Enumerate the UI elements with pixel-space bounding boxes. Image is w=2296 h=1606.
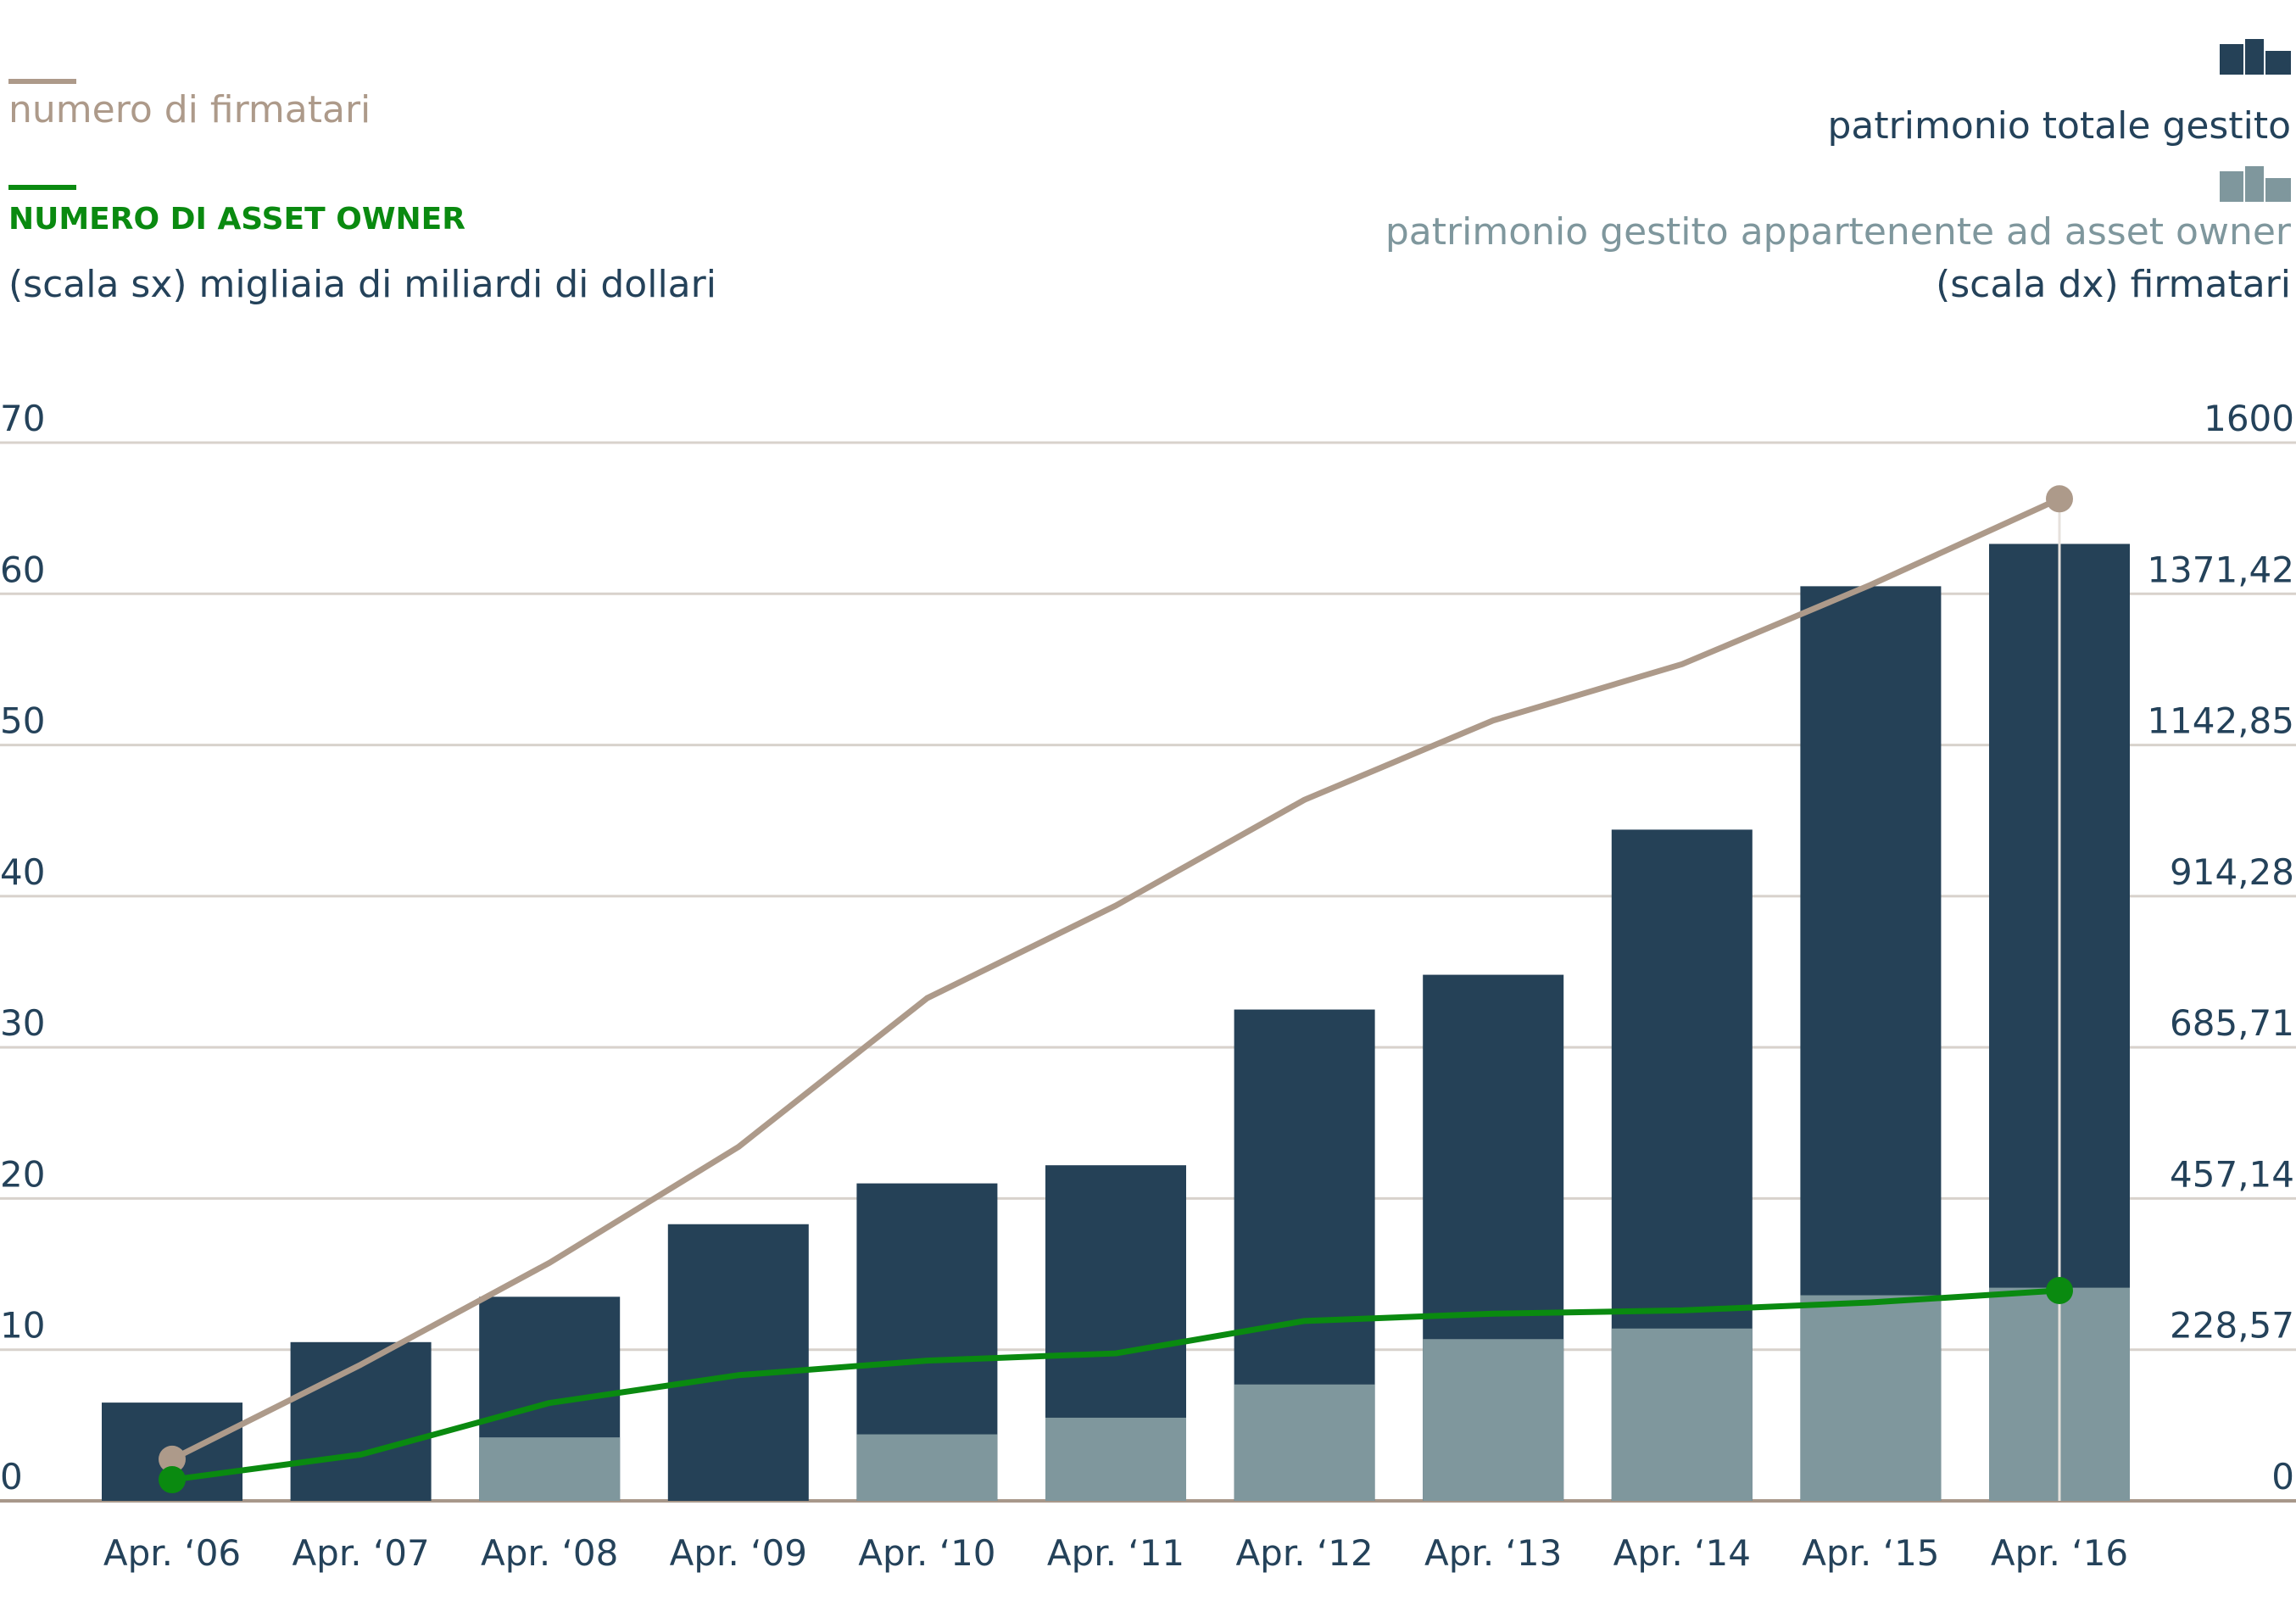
left-axis-label: (scala sx) migliaia di miliardi di dolla…	[8, 263, 716, 306]
right-axis-label: (scala dx) firmatari	[1936, 263, 2291, 306]
y-left-tick-label: 20	[0, 1153, 45, 1195]
legend-swatch-total	[2220, 39, 2291, 75]
x-tick-label: Apr. ‘16	[1991, 1532, 2128, 1574]
bar-asset-owner	[856, 1434, 998, 1501]
bar-asset-owner	[1234, 1384, 1375, 1501]
x-tick-label: Apr. ‘11	[1047, 1532, 1184, 1574]
bar-total	[667, 1224, 809, 1501]
legend-label-total: patrimonio totale gestito	[1828, 104, 2292, 148]
y-left-tick-label: 10	[0, 1305, 45, 1347]
x-tick-label: Apr. ‘07	[292, 1532, 429, 1574]
bars	[102, 544, 2130, 1502]
legend-swatch-firmatari	[8, 79, 76, 84]
y-right-tick-label: 1600	[2204, 398, 2294, 439]
x-tick-label: Apr. ‘13	[1424, 1532, 1562, 1574]
legend-label-firmatari: numero di firmatari	[8, 88, 371, 131]
point-firmatari	[159, 1445, 186, 1473]
y-left-tick-label: 60	[0, 549, 45, 590]
bar-asset-owner	[1045, 1417, 1186, 1501]
bar-asset-owner	[479, 1437, 621, 1501]
y-right-tick-label: 685,71	[2170, 1002, 2294, 1044]
x-tick-label: Apr. ‘08	[481, 1532, 618, 1574]
y-right-tick-label: 0	[2271, 1456, 2294, 1497]
legend-left: numero di firmatari NUMERO DI ASSET OWNE…	[8, 79, 716, 306]
bar-asset-owner	[1800, 1295, 1942, 1501]
legend-label-asset-owner-share: patrimonio gestito appartenente ad asset…	[1385, 210, 2292, 254]
y-right-tick-label: 457,14	[2170, 1153, 2294, 1195]
y-right-tick-label: 1371,42	[2147, 549, 2294, 590]
bar-total	[290, 1341, 432, 1501]
x-tick-label: Apr. ‘06	[103, 1532, 241, 1574]
legend-label-asset-owner: NUMERO DI ASSET OWNER	[8, 202, 465, 237]
x-tick-label: Apr. ‘12	[1235, 1532, 1373, 1574]
y-left-tick-label: 0	[0, 1456, 23, 1497]
point-asset-owner	[159, 1466, 186, 1494]
y-left-tick-label: 70	[0, 398, 45, 439]
series-lines	[159, 485, 2073, 1494]
bar-asset-owner	[1423, 1339, 1564, 1501]
line-asset-owner	[169, 1287, 2063, 1483]
x-tick-label: Apr. ‘09	[670, 1532, 807, 1574]
tick-labels: 0 10 20 30 40 50 60 70 0 228,57 457,14 685,71 914,28…	[0, 398, 2294, 1574]
x-tick-label: Apr. ‘15	[1802, 1532, 1939, 1574]
point-asset-owner	[2046, 1276, 2073, 1304]
line-firmatari	[169, 495, 2063, 1463]
y-right-tick-label: 1142,85	[2147, 700, 2294, 742]
x-tick-label: Apr. ‘10	[858, 1532, 995, 1574]
bar-asset-owner	[1611, 1328, 1753, 1501]
point-firmatari	[2046, 485, 2073, 513]
y-right-tick-label: 914,28	[2170, 851, 2294, 893]
y-left-tick-label: 50	[0, 700, 45, 742]
y-right-tick-label: 228,57	[2170, 1305, 2294, 1347]
x-tick-label: Apr. ‘14	[1613, 1532, 1751, 1574]
y-left-tick-label: 40	[0, 851, 45, 893]
legend-swatch-asset-owner-share	[2220, 166, 2291, 202]
legend-right: patrimonio totale gestito patrimonio ges…	[1385, 39, 2292, 306]
legend-swatch-asset-owner	[8, 185, 76, 190]
y-left-tick-label: 30	[0, 1002, 45, 1044]
